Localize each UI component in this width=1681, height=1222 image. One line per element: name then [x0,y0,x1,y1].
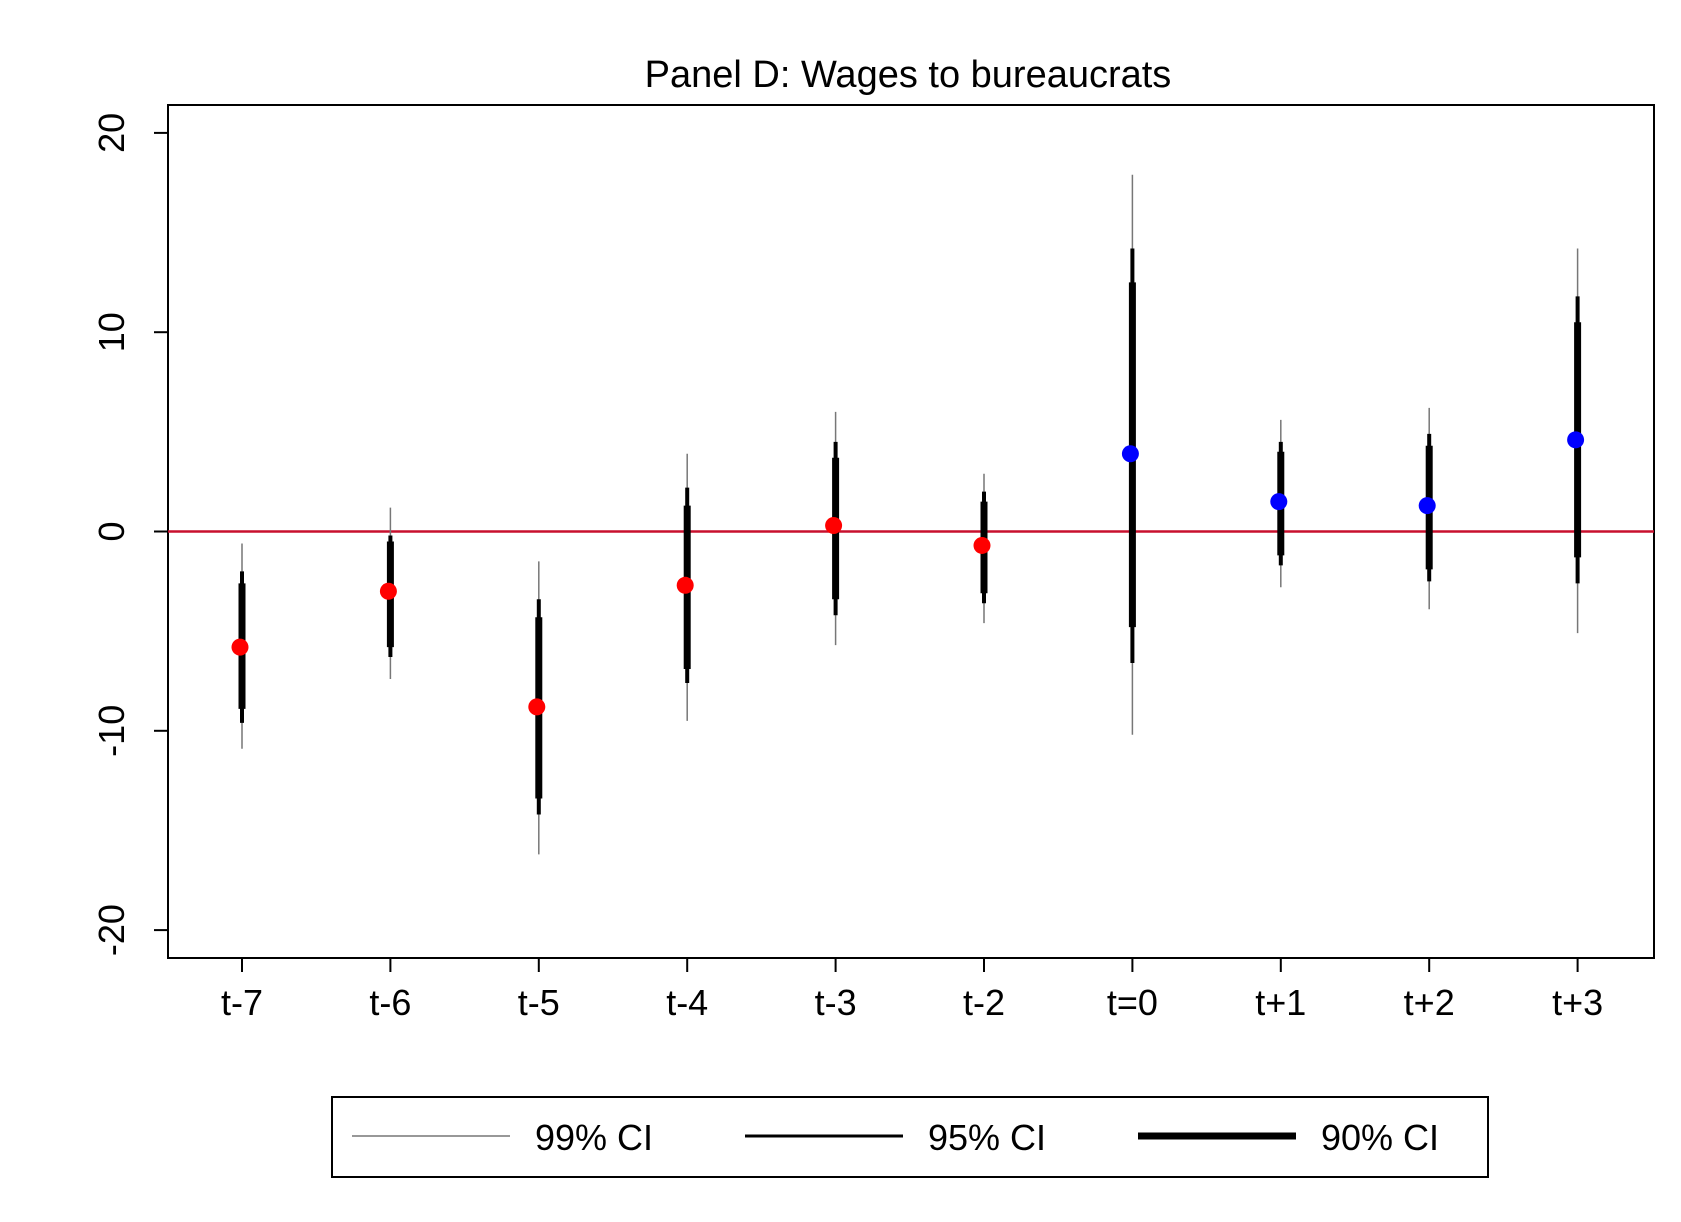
estimate-t+1 [1270,419,1288,588]
point-estimate [379,582,397,600]
legend-label-95: 95% CI [928,1117,1046,1158]
x-tick-label: t-5 [518,982,560,1023]
legend-label-90: 90% CI [1321,1117,1439,1158]
estimate-t=0 [1121,174,1139,735]
y-tick-label: 10 [91,312,132,352]
x-tick-label: t+2 [1404,982,1455,1023]
point-estimate [231,638,249,656]
point-estimate [1567,431,1585,449]
point-estimate [825,517,843,535]
x-tick-label: t+3 [1552,982,1603,1023]
x-tick-label: t-2 [963,982,1005,1023]
point-estimate [1270,493,1288,511]
estimate-t-5 [528,561,546,855]
y-tick-label: 0 [91,521,132,541]
chart-title: Panel D: Wages to bureaucrats [645,54,1172,96]
legend: 99% CI 95% CI 90% CI [331,1096,1489,1178]
estimate-t+3 [1567,248,1585,634]
legend-label-99: 99% CI [535,1117,653,1158]
y-tick-label: -20 [91,904,132,956]
x-tick-label: t-6 [369,982,411,1023]
x-tick-label: t-4 [666,982,708,1023]
x-tick-label: t+1 [1255,982,1306,1023]
estimate-t-3 [825,411,843,646]
point-estimate [676,576,694,594]
point-estimate [973,536,991,554]
x-tick-label: t=0 [1107,982,1158,1023]
y-tick-label: -10 [91,705,132,757]
point-estimate [1418,497,1436,515]
data-marks [231,174,1585,855]
x-axis: t-7 t-6 t-5 t-4 t-3 t-2 t=0 t+1 t+2 t+3 [221,958,1603,1023]
estimate-t+2 [1418,407,1436,610]
y-axis: -20 -10 0 10 20 [91,113,168,956]
estimate-t-7 [231,543,249,749]
estimate-t-4 [676,453,694,721]
estimate-t-6 [379,507,397,679]
estimate-t-2 [973,473,991,624]
legend-box [331,1096,1489,1178]
point-estimate [1121,445,1139,463]
x-tick-label: t-7 [221,982,263,1023]
x-tick-label: t-3 [815,982,857,1023]
y-tick-label: 20 [91,113,132,153]
point-estimate [528,698,546,716]
